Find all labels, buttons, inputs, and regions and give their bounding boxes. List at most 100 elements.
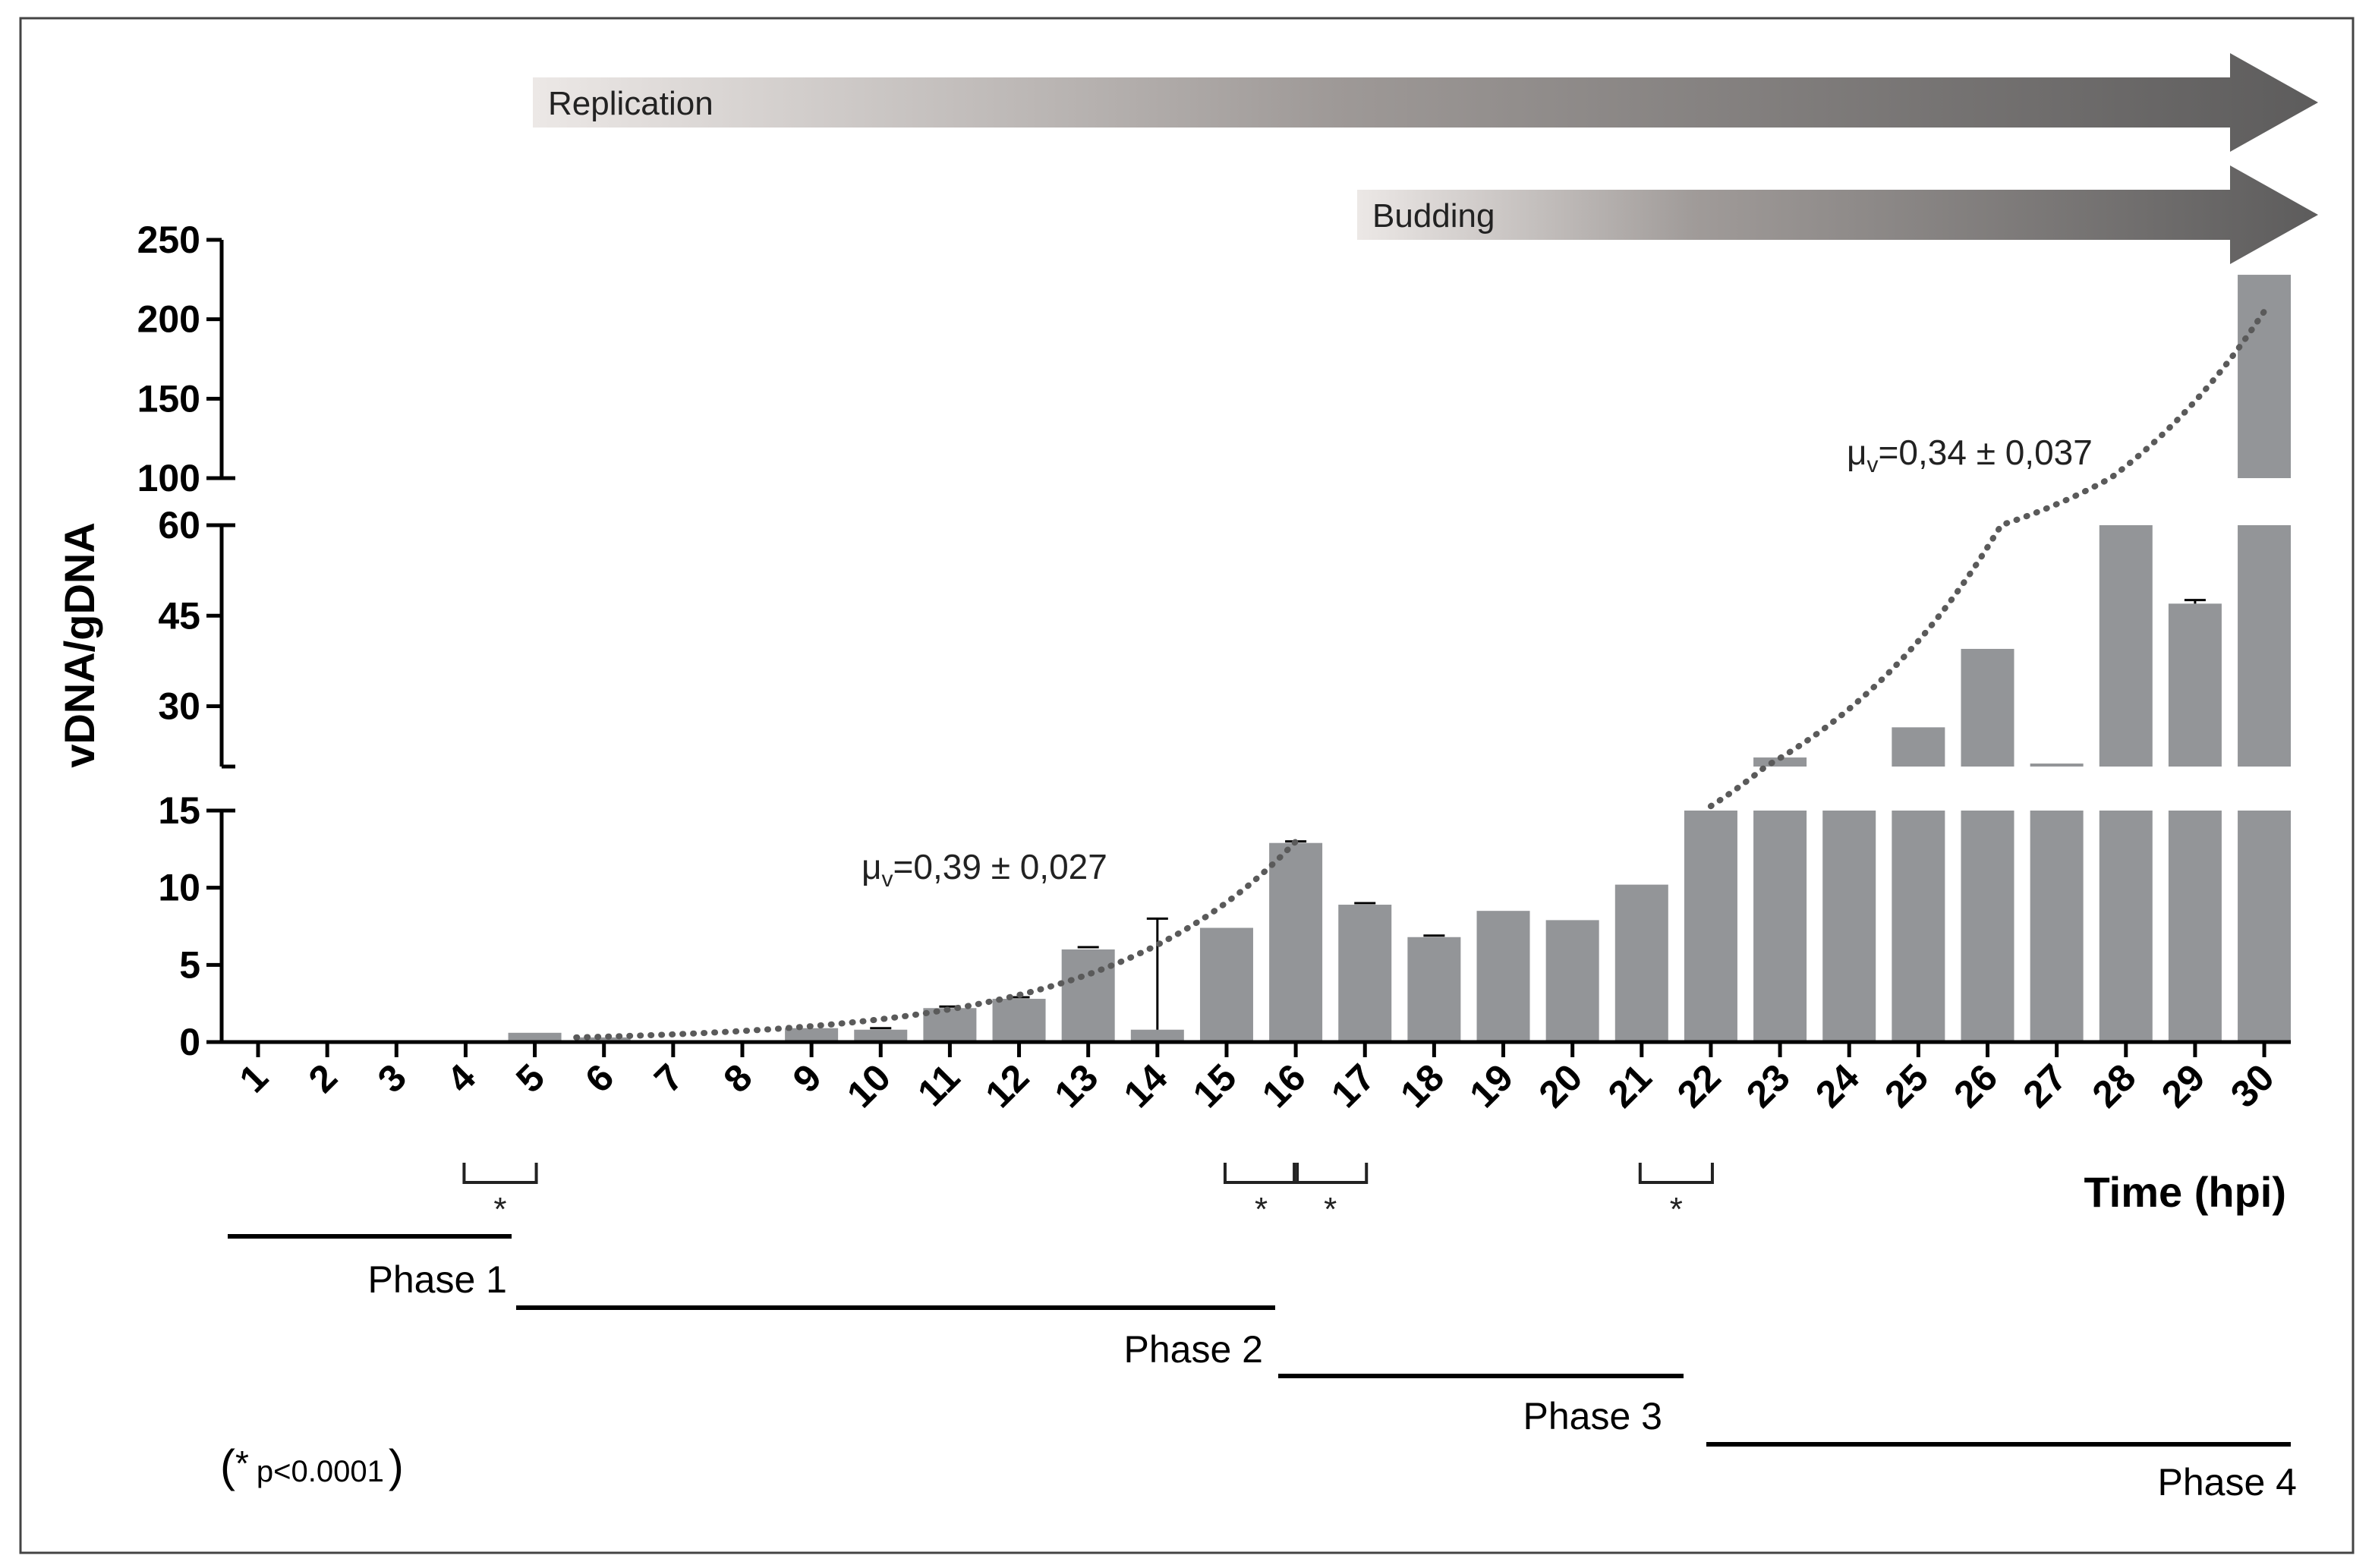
bar-segment — [2168, 811, 2222, 1042]
bars — [508, 275, 2292, 1042]
x-axis: 1 2 3 4 5 6 7 8 9 10 11 12 13 14 15 16 17 18 19 20 21 22 23 24 2… — [222, 1040, 2291, 1116]
bar-segment — [1545, 920, 1599, 1042]
phase-2: Phase 2 — [516, 1305, 1275, 1371]
y-tick-label: 30 — [158, 685, 200, 728]
bar-segment — [1061, 949, 1115, 1042]
bar-segment — [1199, 927, 1253, 1042]
y-tick-label: 10 — [158, 867, 200, 909]
phase-label: Phase 4 — [2158, 1461, 2297, 1503]
fit-label-2: μv=0,34 ± 0,037 — [1847, 433, 2093, 477]
y-tick-label: 60 — [158, 504, 200, 546]
x-tick-label: 5 — [508, 1056, 553, 1100]
bar-segment — [1892, 727, 1945, 767]
arrow-label-replication: Replication — [548, 85, 713, 122]
y-tick-label: 45 — [158, 594, 200, 637]
arrow-replication — [533, 53, 2318, 152]
bar-segment — [577, 1037, 631, 1042]
y-tick-label: 5 — [179, 943, 200, 986]
x-tick-label: 20 — [1531, 1056, 1591, 1116]
y-tick-label: 150 — [137, 377, 200, 420]
bracket-line — [1293, 1163, 1369, 1184]
bar-25 — [1892, 727, 1945, 1042]
x-tick-label: 1 — [232, 1056, 276, 1100]
significance-star: * — [493, 1191, 506, 1228]
x-tick-label: 21 — [1600, 1056, 1660, 1116]
footnote-star: * — [235, 1444, 249, 1483]
bar-16 — [1269, 842, 1323, 1042]
y-tick-label: 0 — [179, 1021, 200, 1063]
x-tick-label: 10 — [839, 1056, 899, 1116]
x-tick-label: 3 — [370, 1056, 414, 1100]
footnote-text: p<0.0001 — [257, 1455, 384, 1488]
significance-bracket: * — [1223, 1163, 1299, 1228]
y-tick-label: 100 — [137, 457, 200, 499]
x-tick-label: 28 — [2084, 1056, 2144, 1116]
fit-curve-1 — [573, 838, 1299, 1041]
figure-border — [19, 17, 2355, 1554]
mu-subscript: v — [1867, 452, 1879, 477]
bar-segment — [2099, 525, 2153, 767]
bar-segment — [1130, 1029, 1184, 1042]
phase-lines: Phase 1 Phase 2 Phase 3 Phase 4 — [228, 1234, 2297, 1503]
x-tick-label: 7 — [646, 1056, 691, 1100]
bar-10 — [854, 1029, 908, 1042]
y-axis-segment: 100 150 200 250 — [137, 219, 235, 499]
x-axis-title: Time (hpi) — [2084, 1168, 2286, 1216]
bar-segment — [1961, 648, 2014, 767]
bar-11 — [923, 1008, 977, 1042]
x-tick-label: 22 — [1669, 1056, 1729, 1116]
fit-curve-2 — [1707, 308, 2268, 810]
phase-3: Phase 3 — [1278, 1374, 1684, 1437]
bar-segment — [1753, 757, 1807, 767]
fit-label-1: μv=0,39 ± 0,027 — [862, 847, 1107, 892]
significance-star: * — [1324, 1191, 1337, 1228]
bracket-line — [1223, 1163, 1299, 1184]
error-bar-14 — [1146, 917, 1168, 1030]
footnote: (* p<0.0001) — [220, 1440, 404, 1491]
bar-segment — [1407, 937, 1461, 1042]
bracket-line — [1638, 1163, 1714, 1184]
fit-value: =0,39 ± 0,027 — [893, 847, 1107, 886]
phase-4: Phase 4 — [1706, 1442, 2297, 1503]
bar-6 — [577, 1037, 631, 1042]
bar-segment — [2030, 764, 2084, 767]
x-tick-label: 8 — [715, 1056, 760, 1100]
phase-label: Phase 3 — [1523, 1395, 1662, 1437]
x-tick-label: 12 — [977, 1056, 1037, 1116]
bar-segment — [1892, 811, 1945, 1042]
bar-segment — [2030, 811, 2084, 1042]
bar-segment — [992, 999, 1046, 1042]
bar-segment — [2099, 811, 2153, 1042]
x-tick-label: 27 — [2014, 1056, 2074, 1116]
bar-segment — [1269, 842, 1323, 1042]
bar-27 — [2030, 764, 2084, 1042]
significance-star: * — [1255, 1191, 1268, 1228]
error-bar-29 — [2184, 599, 2206, 604]
x-tick-label: 9 — [785, 1056, 830, 1100]
significance-bracket: * — [462, 1163, 538, 1228]
bar-segment — [1476, 911, 1530, 1042]
bar-26 — [1961, 648, 2014, 1042]
significance-bracket: * — [1293, 1163, 1369, 1228]
bar-segment — [2238, 275, 2292, 478]
y-axis-segment: 30 45 60 — [158, 504, 235, 769]
bar-segment — [2238, 811, 2292, 1042]
x-tick-label: 14 — [1116, 1056, 1176, 1116]
bar-13 — [1061, 949, 1115, 1042]
bar-28 — [2099, 525, 2153, 1042]
significance-star: * — [1670, 1191, 1683, 1228]
x-tick-label: 13 — [1047, 1056, 1107, 1116]
bar-29 — [2168, 603, 2222, 1042]
x-tick-label: 18 — [1392, 1056, 1452, 1116]
bar-segment — [1338, 905, 1392, 1042]
bar-segment — [1684, 811, 1737, 1042]
bar-segment — [785, 1028, 839, 1042]
bar-22 — [1684, 811, 1737, 1042]
bar-18 — [1407, 937, 1461, 1042]
fit-curves — [573, 308, 2268, 1041]
x-tick-label: 24 — [1807, 1056, 1867, 1116]
significance-bracket: * — [1638, 1163, 1714, 1228]
bar-24 — [1822, 811, 1876, 1042]
x-tick-label: 26 — [1945, 1056, 2005, 1116]
arrow-budding — [1357, 165, 2318, 264]
